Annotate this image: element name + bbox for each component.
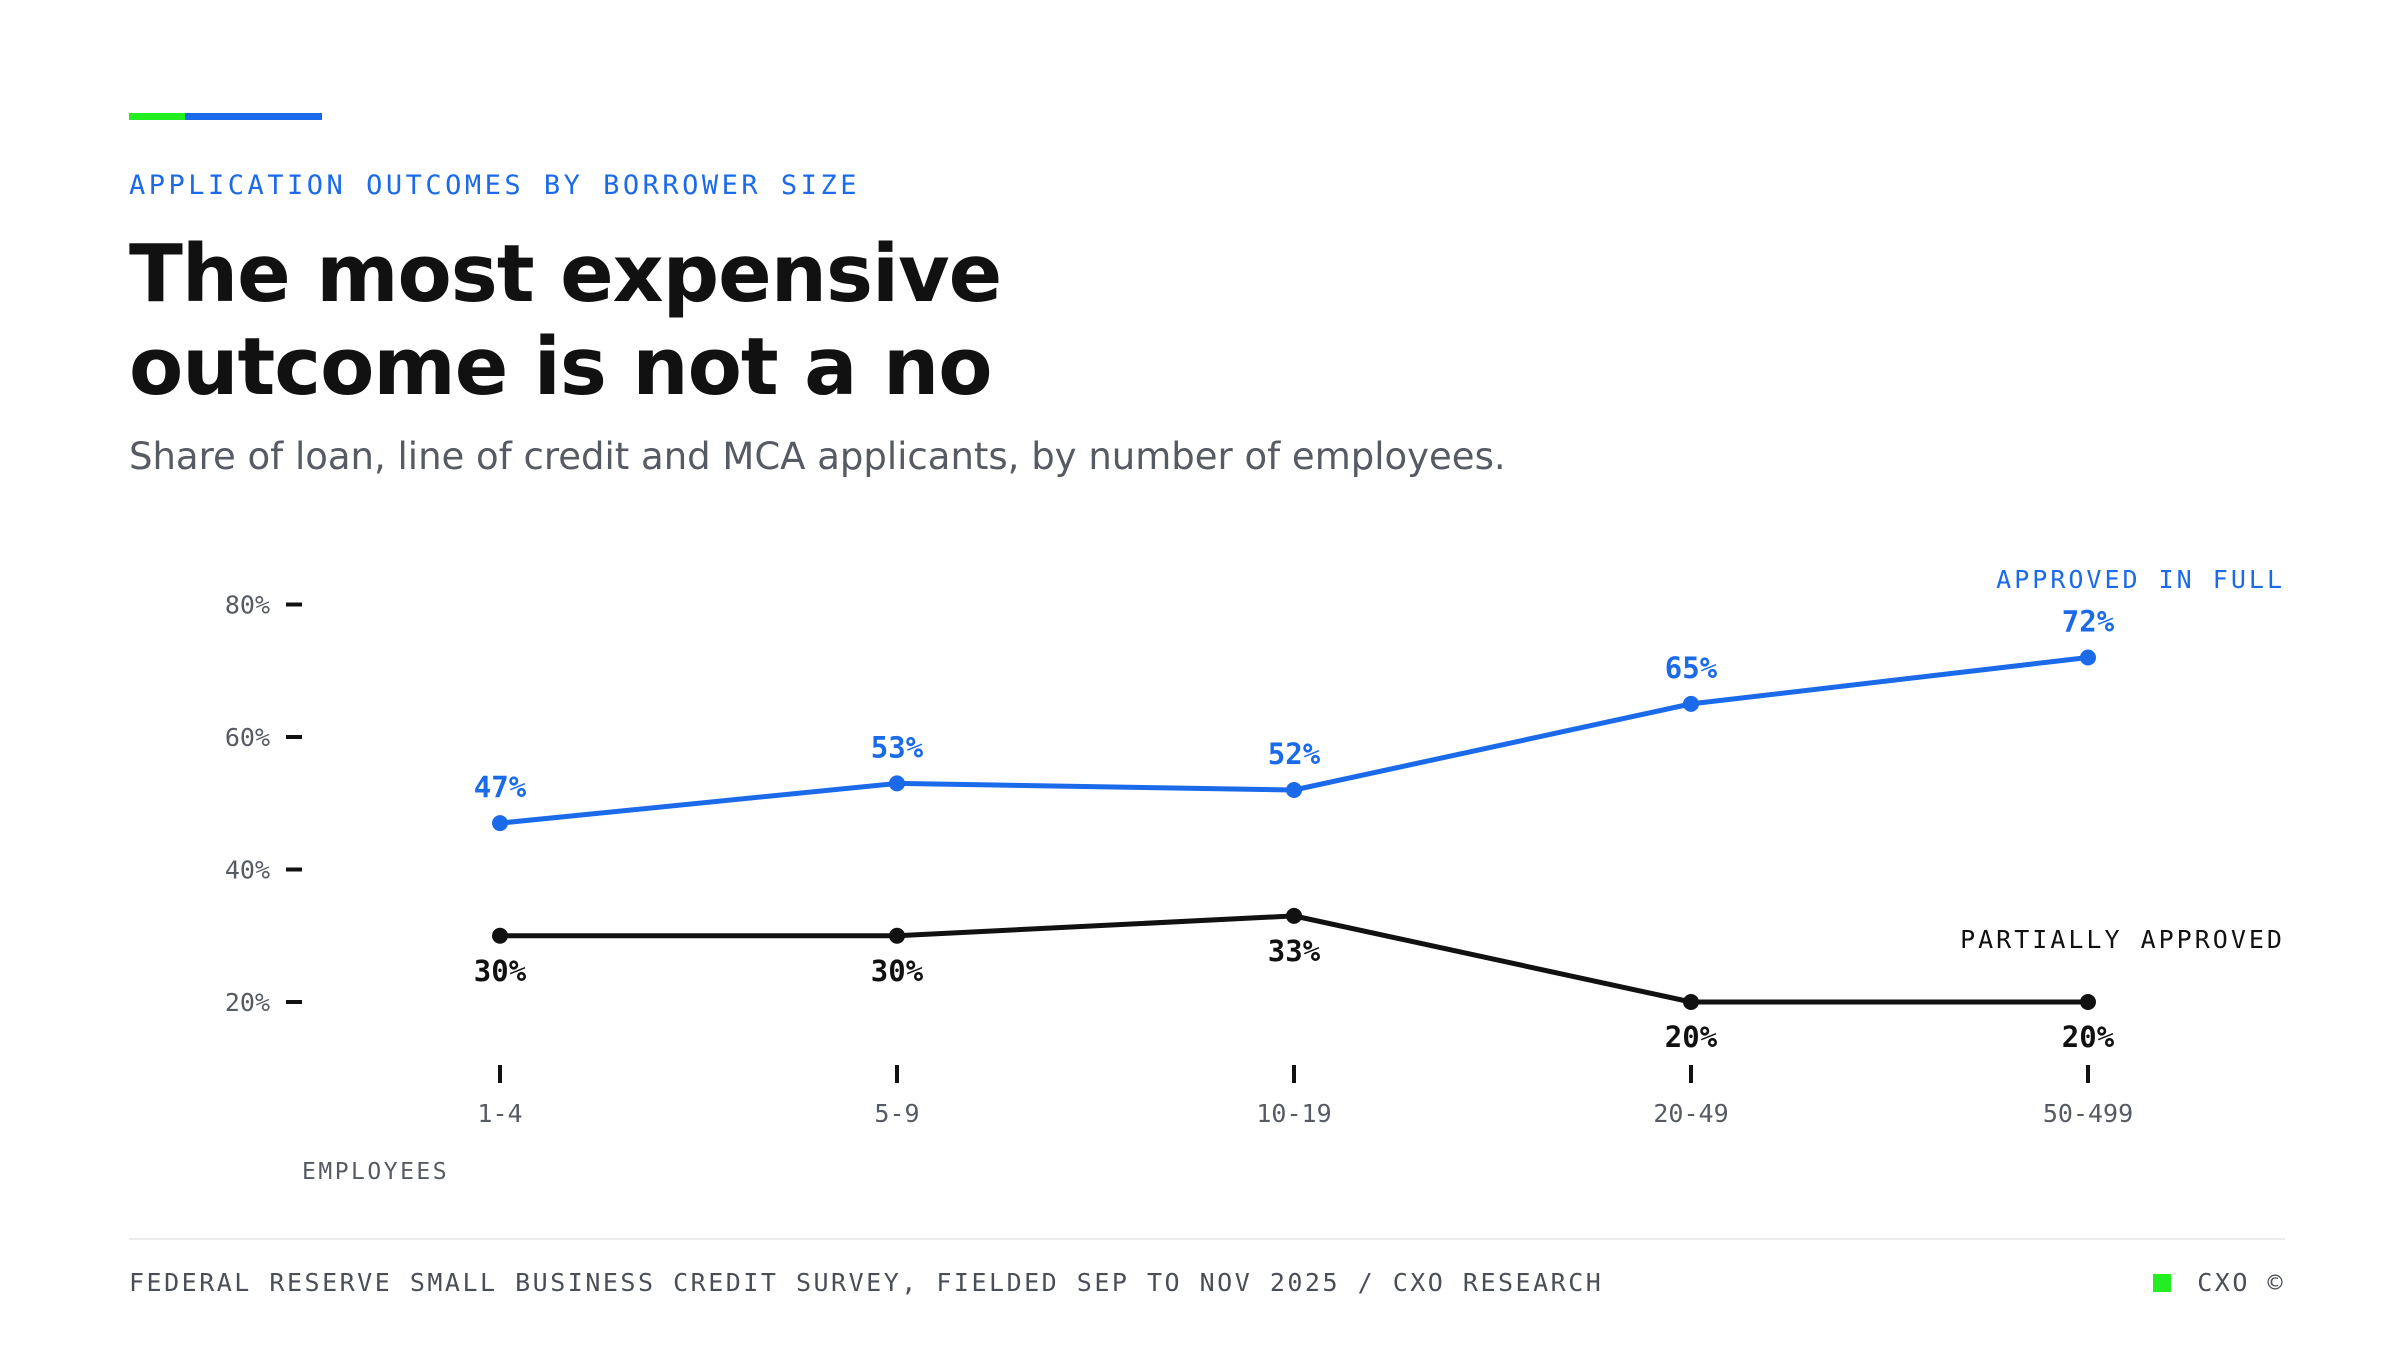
x-tick-label: 20-49 [1653,1099,1728,1128]
x-axis-label: EMPLOYEES [302,1159,449,1185]
y-tick-label: 80% [225,591,270,620]
accent-bar-green [129,113,185,120]
data-point [1683,695,1699,712]
x-tick-label: 5-9 [874,1099,919,1128]
x-tick-label: 10-19 [1256,1099,1331,1128]
data-label: 30% [474,954,527,988]
y-tick-label: 40% [225,856,270,885]
data-point [2080,994,2096,1010]
y-tick-label: 20% [225,988,270,1017]
series-label-approved-in-full: APPROVED IN FULL [1996,565,2285,594]
data-label: 30% [871,954,924,988]
brand-square-icon [2153,1273,2172,1292]
chart-subtitle: Share of loan, line of credit and MCA ap… [129,435,1506,478]
data-label: 52% [1268,737,1321,771]
data-label: 33% [1268,934,1321,968]
accent-bar-blue [185,113,322,120]
chart-title: The most expensive outcome is not a no [129,228,1002,414]
chart-title-line-2: outcome is not a no [129,321,993,413]
data-point [889,775,905,792]
accent-bar [129,113,322,120]
y-tick-label: 60% [225,723,270,752]
data-point [492,815,508,832]
series-label-partially-approved: PARTIALLY APPROVED [1960,925,2285,954]
chart-title-line-1: The most expensive [129,228,1002,320]
data-point [1683,994,1699,1010]
data-label: 65% [1665,651,1718,685]
data-point [492,927,508,944]
data-point [2080,649,2096,666]
x-tick-label: 50-499 [2043,1099,2133,1128]
data-point [1286,907,1302,924]
footer-brand: CXO © [2153,1268,2285,1297]
chart-kicker: APPLICATION OUTCOMES BY BORROWER SIZE [129,170,860,201]
data-label: 20% [1665,1020,1718,1054]
x-tick-label: 1-4 [477,1099,522,1128]
footer-source: FEDERAL RESERVE SMALL BUSINESS CREDIT SU… [129,1268,1604,1297]
footer-divider [129,1238,2285,1240]
data-label: 72% [2062,605,2115,639]
data-point [889,927,905,944]
data-point [1286,782,1302,798]
data-label: 47% [474,770,527,804]
line-chart: 20% 40% 60% 80% 1-4 5-9 10-19 20-49 50-499 EMPLOY… [225,565,2285,1185]
data-label: 20% [2062,1020,2115,1054]
data-label: 53% [871,730,924,764]
brand-label: CXO © [2197,1268,2285,1297]
